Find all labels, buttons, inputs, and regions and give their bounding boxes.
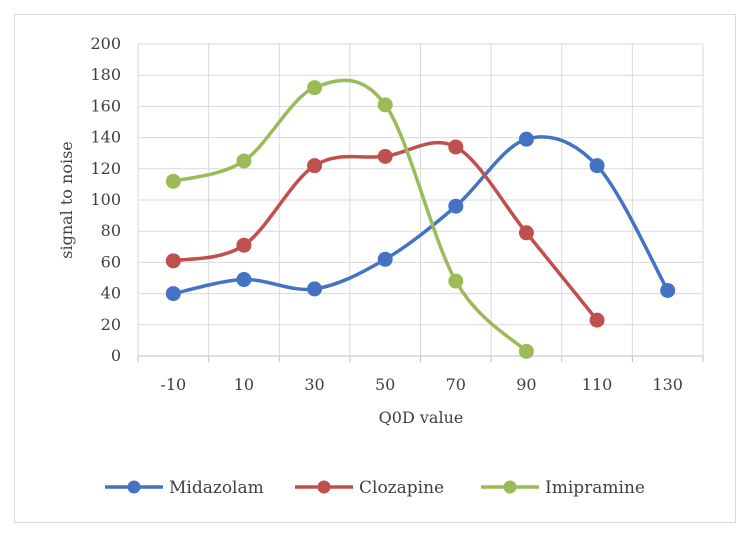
- chart-frame: [14, 14, 736, 523]
- x-tick-label: 50: [375, 375, 395, 394]
- data-point-clozapine: [518, 225, 534, 241]
- y-tick-label: 60: [101, 252, 121, 271]
- x-tick-label: 70: [446, 375, 466, 394]
- legend: Midazolam Clozapine Imipramine: [105, 478, 645, 498]
- data-point-clozapine: [377, 148, 393, 164]
- x-tick-label: 10: [234, 375, 254, 394]
- data-point-midazolam: [377, 251, 393, 267]
- data-point-clozapine: [448, 139, 464, 155]
- y-tick-label: 120: [90, 159, 121, 178]
- data-point-imipramine: [307, 80, 323, 96]
- data-point-midazolam: [165, 286, 181, 302]
- x-tick-label: 30: [304, 375, 324, 394]
- x-tick-label: -10: [160, 375, 186, 394]
- legend-marker-clozapine: [317, 480, 331, 494]
- legend-label-clozapine: Clozapine: [359, 478, 444, 498]
- data-point-imipramine: [448, 273, 464, 289]
- legend-label-midazolam: Midazolam: [169, 478, 264, 498]
- data-point-imipramine: [165, 173, 181, 189]
- y-tick-label: 80: [101, 221, 121, 240]
- y-tick-label: 0: [111, 346, 121, 365]
- y-axis-title: signal to noise: [57, 141, 76, 259]
- y-tick-label: 20: [101, 315, 121, 334]
- y-tick-label: 140: [90, 128, 121, 147]
- data-point-midazolam: [236, 272, 252, 288]
- x-axis-ticks: -10 10 30 50 70 90 110 130: [160, 375, 683, 394]
- data-point-clozapine: [236, 237, 252, 253]
- legend-label-imipramine: Imipramine: [545, 478, 645, 498]
- y-tick-label: 200: [90, 34, 121, 53]
- legend-marker-midazolam: [127, 480, 141, 494]
- x-tick-label: 110: [582, 375, 613, 394]
- y-tick-label: 180: [90, 65, 121, 84]
- x-axis-title: Q0D value: [379, 408, 464, 427]
- x-tick-label: 90: [516, 375, 536, 394]
- data-point-midazolam: [660, 282, 676, 298]
- data-point-midazolam: [307, 281, 323, 297]
- series-lines: [165, 78, 676, 359]
- data-point-imipramine: [518, 343, 534, 359]
- gridlines: [137, 43, 704, 362]
- data-point-clozapine: [307, 158, 323, 174]
- data-point-imipramine: [236, 153, 252, 169]
- data-point-clozapine: [589, 312, 605, 328]
- y-tick-label: 100: [90, 190, 121, 209]
- data-point-midazolam: [448, 198, 464, 214]
- y-tick-label: 160: [90, 96, 121, 115]
- data-point-imipramine: [377, 97, 393, 113]
- legend-marker-imipramine: [503, 480, 517, 494]
- y-tick-label: 40: [101, 284, 121, 303]
- data-point-midazolam: [589, 158, 605, 174]
- y-axis-ticks: 0 20 40 60 80 100 120 140 160 180 200: [90, 34, 121, 365]
- x-tick-label: 130: [652, 375, 683, 394]
- data-point-clozapine: [165, 253, 181, 269]
- data-point-midazolam: [518, 131, 534, 147]
